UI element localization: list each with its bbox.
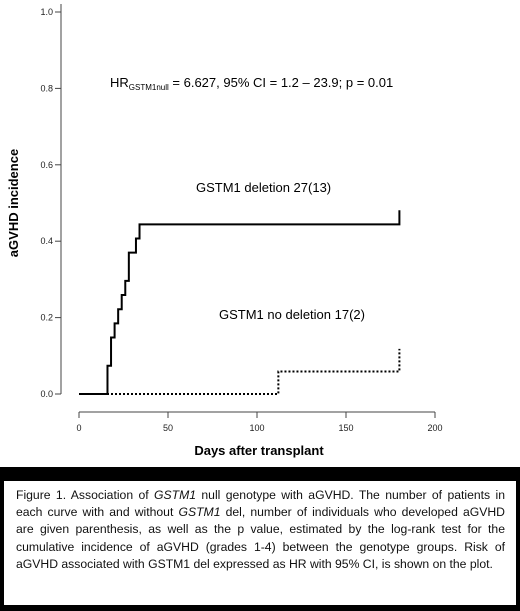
y-tick-label: 0.0 (40, 389, 53, 399)
y-tick-label: 0.2 (40, 313, 53, 323)
hazard-ratio-annotation: HRGSTM1null = 6.627, 95% CI = 1.2 – 23.9… (110, 75, 393, 92)
series-label-no-deletion: GSTM1 no deletion 17(2) (219, 307, 365, 322)
plot-panel: 0.0 0.2 0.4 0.6 0.8 1.0 0 50 100 150 200 Days afte… (0, 0, 520, 467)
y-tick-label: 1.0 (40, 7, 53, 17)
series-label-deletion: GSTM1 deletion 27(13) (196, 180, 331, 195)
y-tick-label: 0.4 (40, 236, 53, 246)
caption-segment: del, number of individuals who developed… (16, 505, 505, 571)
y-tick-label: 0.6 (40, 160, 53, 170)
no-deletion-curve (79, 348, 401, 395)
incidence-chart: 0.0 0.2 0.4 0.6 0.8 1.0 0 50 100 150 200 Days afte… (6, 4, 443, 458)
hr-text: = 6.627, 95% CI = 1.2 – 23.9; p = 0.01 (169, 75, 393, 90)
figure-caption: Figure 1. Association of GSTM1 null geno… (4, 481, 516, 605)
x-tick-label: 100 (249, 423, 264, 433)
hr-prefix: HR (110, 75, 129, 90)
series-layer (79, 210, 401, 395)
x-tick-label: 200 (427, 423, 442, 433)
axes-layer (60, 4, 435, 413)
caption-gene-name: GSTM1 (154, 488, 197, 502)
caption-gene-name: GSTM1 (178, 505, 221, 520)
x-axis-title: Days after transplant (194, 443, 324, 458)
y-tick-label: 0.8 (40, 83, 53, 93)
hr-subscript: GSTM1null (129, 83, 169, 92)
x-tick-label: 0 (76, 423, 81, 433)
caption-segment: null genotype with aGVHD. The number of … (16, 488, 505, 520)
y-axis-title: aGVHD incidence (6, 149, 21, 257)
x-tick-label: 50 (163, 423, 173, 433)
x-tick-label: 150 (338, 423, 353, 433)
deletion-curve (79, 210, 401, 395)
ticks-layer: 0.0 0.2 0.4 0.6 0.8 1.0 0 50 100 150 200 (40, 7, 442, 433)
caption-text: Figure 1. Association of GSTM1 null geno… (16, 487, 505, 573)
caption-segment: Figure 1. Association of (16, 488, 155, 502)
